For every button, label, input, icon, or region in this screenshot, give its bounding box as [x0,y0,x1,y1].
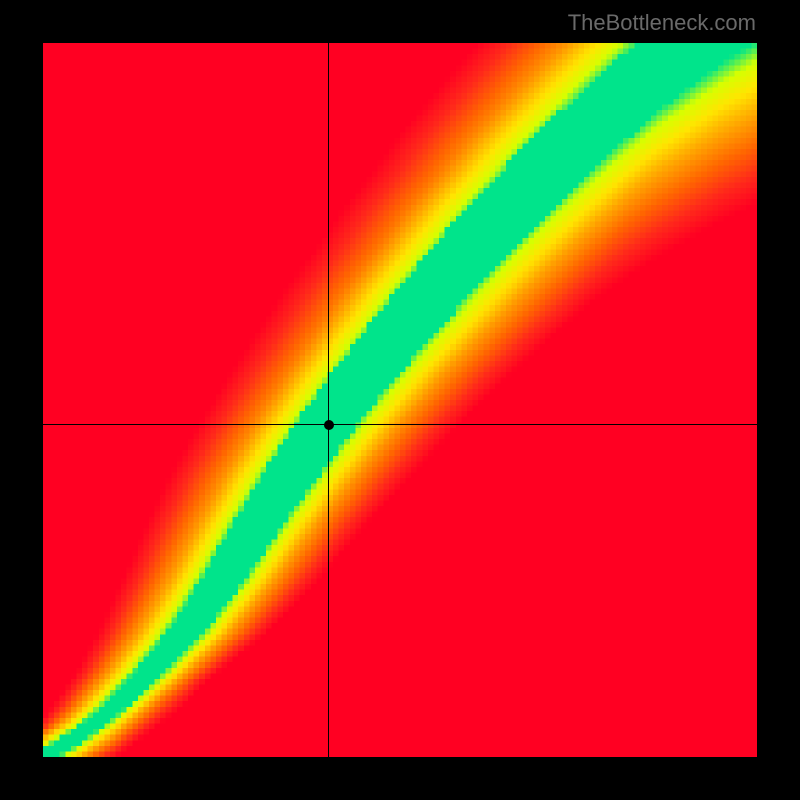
watermark-text: TheBottleneck.com [568,10,756,36]
crosshair-horizontal [43,424,757,425]
heatmap-plot [43,43,757,757]
crosshair-marker [324,420,334,430]
crosshair-vertical [328,43,329,757]
heatmap-canvas [43,43,757,757]
